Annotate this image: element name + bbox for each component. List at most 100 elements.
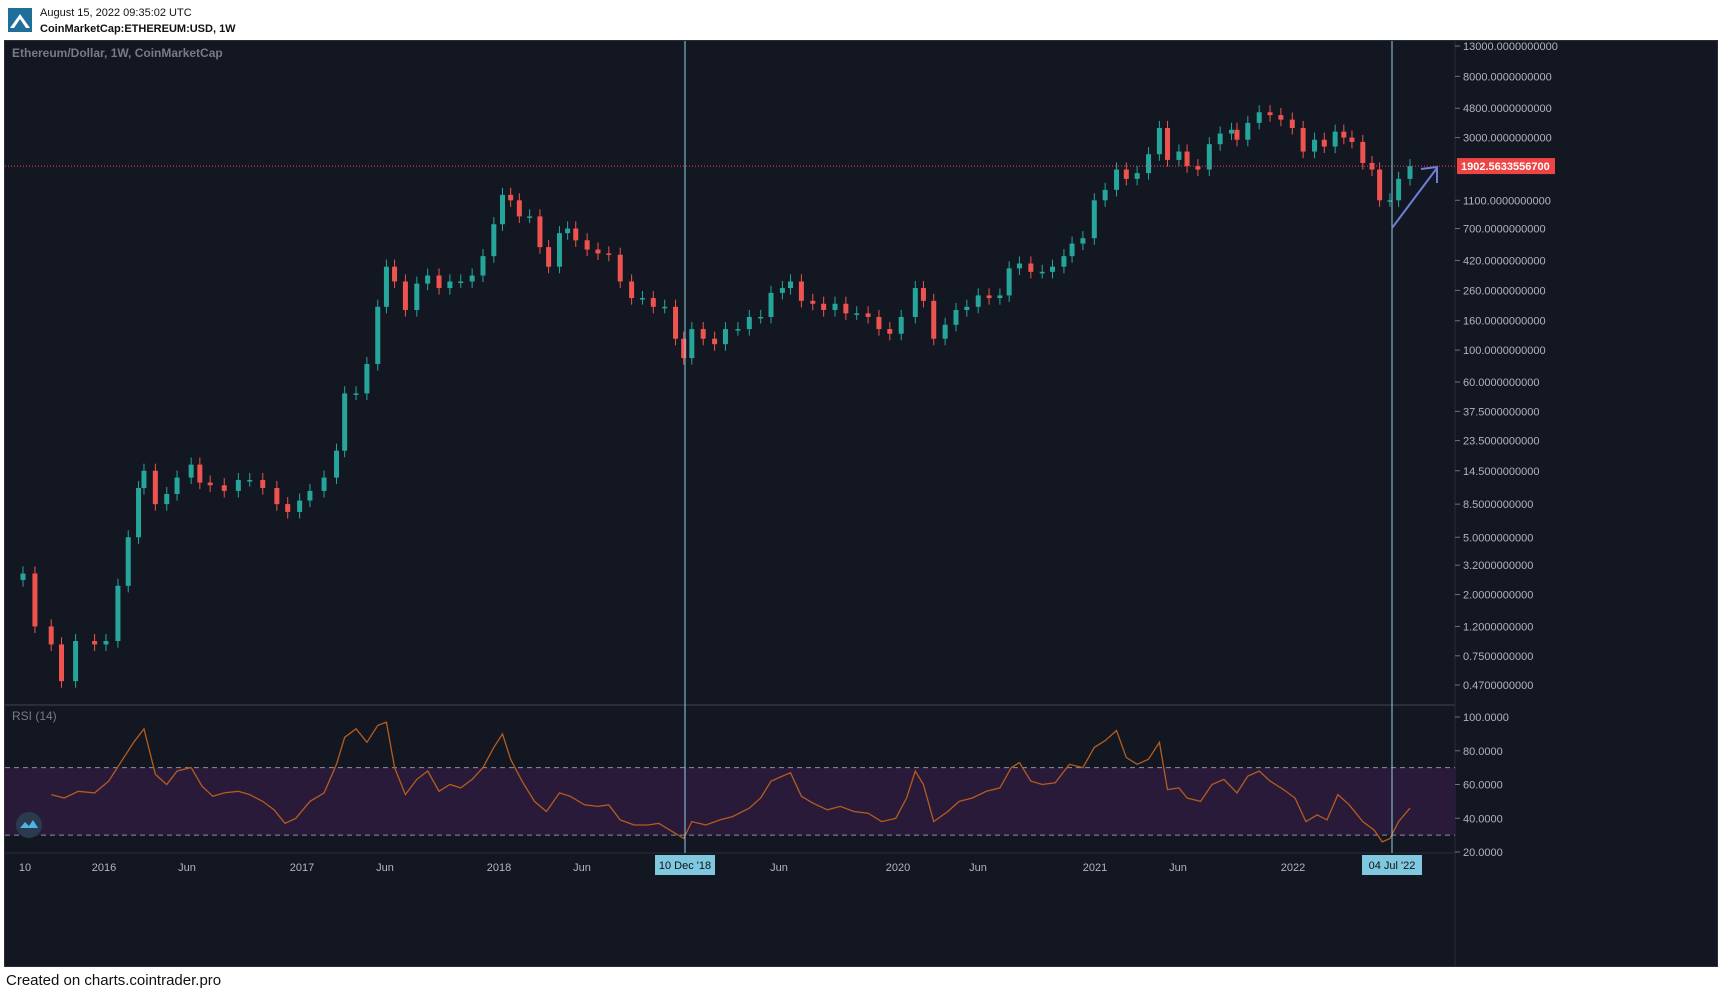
- candle-body: [964, 306, 970, 311]
- rsi-tick-label: 20.0000: [1463, 847, 1503, 859]
- time-axis-label: 2016: [92, 862, 116, 874]
- candle-body: [712, 338, 718, 345]
- candle-body: [779, 288, 785, 293]
- candle-body: [1176, 151, 1182, 160]
- candle-body: [546, 247, 552, 267]
- price-tick-label: 60.0000000000: [1463, 377, 1539, 389]
- candle-body: [425, 275, 431, 284]
- candle-body: [402, 281, 408, 311]
- candle-body: [20, 573, 26, 581]
- candle-body: [673, 306, 679, 339]
- candle-body: [735, 329, 741, 331]
- candle-body: [595, 249, 601, 254]
- price-tick-label: 420.0000000000: [1463, 255, 1546, 267]
- candle-body: [920, 288, 926, 301]
- candle-body: [260, 480, 266, 489]
- price-tick-label: 23.5000000000: [1463, 436, 1539, 448]
- candle-body: [1134, 173, 1140, 179]
- candle-body: [639, 298, 645, 300]
- candle-body: [1267, 112, 1273, 116]
- crosshair-marker-label: 04 Jul '22: [1369, 860, 1416, 872]
- candle-body: [342, 393, 348, 451]
- crosshair-marker-badge: [1362, 855, 1422, 875]
- candle-body: [1332, 131, 1338, 147]
- candle-body: [843, 303, 849, 314]
- candle-body: [832, 303, 838, 311]
- candle-body: [500, 194, 506, 225]
- price-tick-label: 37.5000000000: [1463, 406, 1539, 418]
- candle-body: [32, 573, 38, 627]
- candle-body: [758, 316, 764, 319]
- footer-credit: Created on charts.cointrader.pro: [6, 972, 222, 989]
- candle-body: [125, 537, 131, 586]
- candle-body: [1229, 129, 1235, 134]
- price-tick-label: 4800.0000000000: [1463, 103, 1552, 115]
- price-tick-label: 8000.0000000000: [1463, 71, 1552, 83]
- candle-body: [556, 233, 562, 267]
- candle-body: [1396, 178, 1402, 201]
- price-tick-label: 13000.0000000000: [1463, 41, 1558, 53]
- candle-body: [480, 256, 486, 276]
- candle-body: [975, 295, 981, 307]
- watermark-mountain-icon: [20, 820, 38, 828]
- candle-body: [59, 644, 65, 682]
- candle-body: [48, 626, 54, 645]
- crosshair-marker-badge: [655, 855, 715, 875]
- candle-body: [73, 641, 79, 682]
- ethereum-chart[interactable]: 13000.0000000000 8000.0000000000 4800.0000…: [5, 41, 1717, 966]
- candle-body: [854, 313, 860, 315]
- rsi-line: [51, 721, 1411, 843]
- price-tick-label: 3.2000000000: [1463, 560, 1533, 572]
- candle-body: [629, 281, 635, 299]
- candle-body: [1245, 122, 1251, 140]
- candle-body: [235, 480, 241, 491]
- candle-body: [1312, 139, 1318, 152]
- rsi-legend-label: RSI (14): [12, 709, 57, 723]
- candle-body: [876, 316, 882, 330]
- candle-body: [207, 482, 213, 486]
- candle-body: [1195, 166, 1201, 170]
- time-axis-label: Jun: [969, 862, 987, 874]
- candle-body: [197, 464, 203, 483]
- price-tick-label: 0.4700000000: [1463, 680, 1533, 692]
- time-axis-label: Jun: [1169, 862, 1187, 874]
- candle-body: [1039, 271, 1045, 274]
- candle-body: [1341, 131, 1347, 138]
- candle-body: [527, 216, 533, 218]
- current-price-badge: [1457, 158, 1555, 175]
- candle-body: [516, 200, 522, 217]
- candle-body: [898, 316, 904, 334]
- trend-arrow-shaft: [1391, 167, 1438, 229]
- header-symbol: CoinMarketCap:ETHEREUM:USD, 1W: [40, 23, 236, 35]
- candle-body: [221, 485, 227, 491]
- price-tick-label: 8.5000000000: [1463, 499, 1533, 511]
- candle-body: [414, 283, 420, 311]
- candle-body: [353, 393, 359, 395]
- current-price-label: 1902.5633556700: [1461, 161, 1550, 173]
- candle-body: [1123, 169, 1129, 179]
- time-axis-label: 2022: [1281, 862, 1305, 874]
- candle-body: [1091, 200, 1097, 239]
- candle-body: [115, 585, 121, 642]
- candle-body: [1061, 256, 1067, 267]
- candle-body: [1321, 139, 1327, 147]
- candle-body: [458, 281, 464, 283]
- chart-panel[interactable]: 13000.0000000000 8000.0000000000 4800.0000…: [4, 40, 1718, 967]
- candle-body: [1300, 127, 1306, 152]
- chart-header: August 15, 2022 09:35:02 UTC CoinMarketC…: [0, 0, 1722, 40]
- candle-body: [931, 300, 937, 339]
- candle-body: [788, 281, 794, 289]
- candle-body: [1184, 151, 1190, 167]
- cointrader-logo-icon: [8, 8, 32, 32]
- time-axis-label: Jun: [770, 862, 788, 874]
- candle-body: [1289, 119, 1295, 128]
- price-tick-label: 100.0000000000: [1463, 345, 1546, 357]
- candle-body: [1102, 189, 1108, 201]
- price-tick-label: 2.0000000000: [1463, 590, 1533, 602]
- candle-body: [1080, 238, 1086, 244]
- trend-arrow-head: [1420, 165, 1438, 183]
- time-axis-label: 2018: [487, 862, 511, 874]
- candle-body: [469, 275, 475, 282]
- candle-body: [436, 275, 442, 289]
- candle-body: [887, 329, 893, 334]
